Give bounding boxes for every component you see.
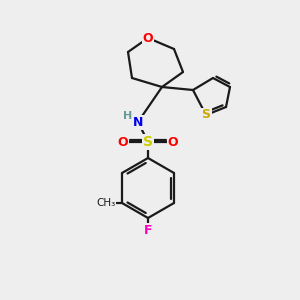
Text: O: O — [118, 136, 128, 148]
Text: N: N — [133, 116, 143, 128]
Text: CH₃: CH₃ — [96, 198, 116, 208]
Text: H: H — [123, 111, 133, 121]
Text: S: S — [143, 135, 153, 149]
Text: S: S — [202, 109, 211, 122]
Text: F: F — [144, 224, 152, 236]
Text: O: O — [168, 136, 178, 148]
Text: O: O — [143, 32, 153, 44]
